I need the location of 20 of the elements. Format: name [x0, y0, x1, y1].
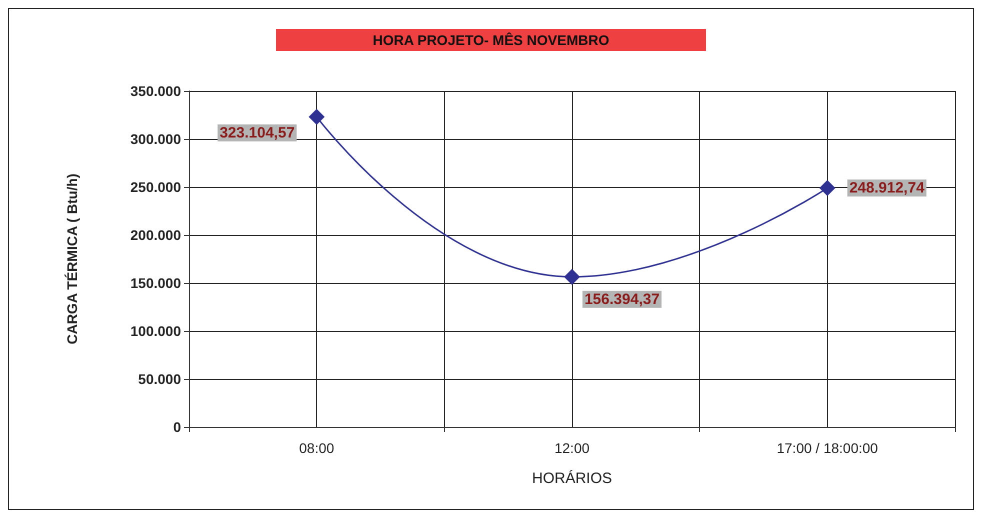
y-axis-title: CARGA TÉRMICA ( Btu/h) — [64, 174, 80, 344]
data-label: 323.104,57 — [220, 124, 295, 142]
x-tick-label: 17:00 / 18:00:00 — [776, 440, 878, 456]
point — [308, 108, 325, 125]
y-tick-label: 200.000 — [130, 227, 182, 243]
x-axis-title: HORÁRIOS — [532, 469, 612, 487]
y-tick-label: 100.000 — [130, 323, 182, 339]
data-label: 248.912,74 — [849, 180, 926, 197]
y-tick-label: 300.000 — [130, 131, 182, 147]
y-tick-label: 0 — [173, 419, 182, 435]
y-tick-label: 350.000 — [130, 83, 182, 99]
x-tick-label: 12:00 — [554, 440, 590, 456]
point — [564, 268, 580, 285]
x-tick-label: 08:00 — [299, 440, 334, 456]
y-tick-label: 150.000 — [130, 275, 182, 291]
chart-title: HORA PROJETO- MÊS NOVEMBRO — [372, 32, 610, 48]
y-tick-label: 50.000 — [138, 371, 182, 387]
y-tick-label: 250.000 — [130, 179, 182, 195]
point — [819, 180, 836, 196]
data-label: 156.394,37 — [584, 290, 660, 308]
